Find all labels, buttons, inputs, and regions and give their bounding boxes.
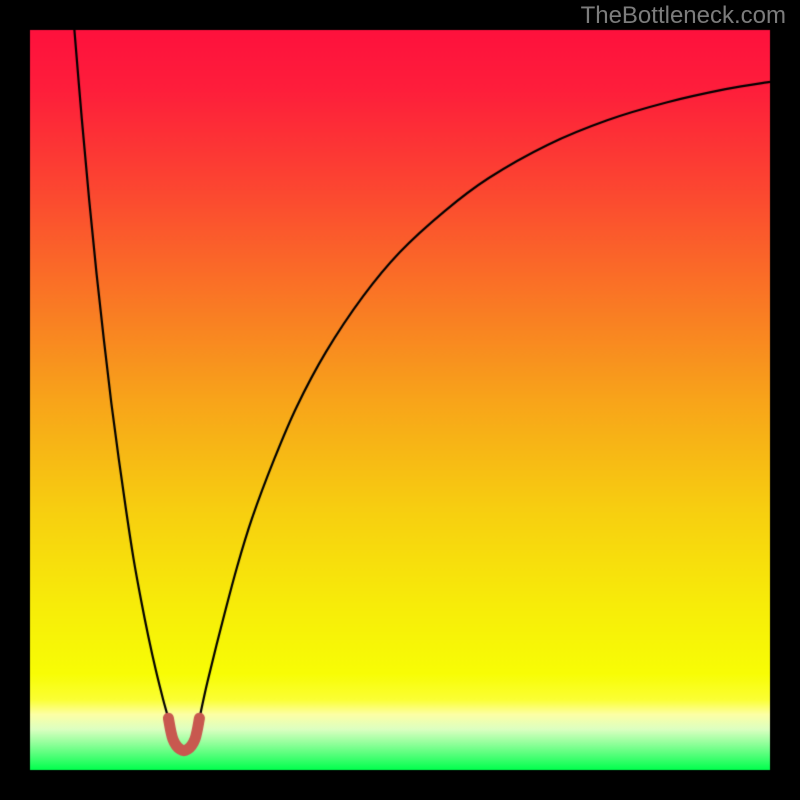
bottleneck-curve-chart <box>0 0 800 800</box>
source-watermark: TheBottleneck.com <box>581 2 786 30</box>
chart-container: TheBottleneck.com <box>0 0 800 800</box>
